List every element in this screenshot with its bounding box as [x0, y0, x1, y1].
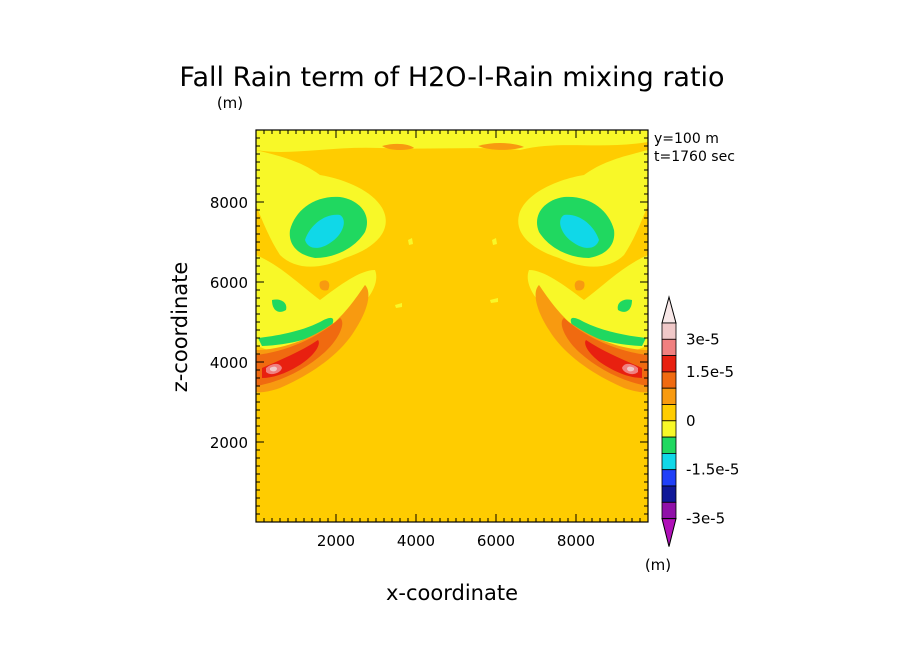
contour-left-upper-yellow-patch: [256, 160, 292, 200]
plot-frame: [255, 129, 649, 523]
y-tick-label: 6000: [210, 274, 248, 292]
contour-top-band: [256, 130, 648, 152]
colorbar-units: (m): [645, 556, 671, 574]
right-side-contours: [518, 150, 648, 393]
plot-area: [255, 129, 649, 523]
colorbar-bottom-arrow: [661, 518, 677, 547]
colorbar-labels: 3e-5 1.5e-5 0 -1.5e-5 -3e-5: [686, 330, 739, 527]
contour-left-orange-speck: [319, 280, 330, 291]
y-tick-label: 2000: [210, 434, 248, 452]
colorbar-label: 1.5e-5: [686, 363, 734, 381]
x-axis-label: x-coordinate: [386, 581, 518, 605]
contour-right-cyan-core: [560, 214, 599, 248]
colorbar-swatch: [661, 404, 677, 422]
contour-center-yellow-speck-3: [395, 303, 402, 308]
x-tick-label: 2000: [317, 532, 355, 550]
colorbar-swatch: [661, 436, 677, 454]
colorbar-label: -3e-5: [686, 510, 725, 528]
colorbar-top-arrow: [661, 295, 677, 324]
y-tick-label: 4000: [210, 354, 248, 372]
contour-center-yellow-speck-4: [490, 298, 498, 303]
colorbar-swatch: [661, 469, 677, 487]
x-tick-labels: 2000 4000 6000 8000: [317, 532, 595, 550]
colorbar-label: -1.5e-5: [686, 461, 739, 479]
contour-right-green-patch: [617, 299, 632, 312]
x-tick-label: 4000: [397, 532, 435, 550]
y-axis-label: z-coordinate: [168, 262, 192, 393]
y-tick-label: 8000: [210, 194, 248, 212]
contour-center-yellow-speck-2: [492, 238, 497, 245]
contour-left-green-band: [258, 317, 334, 346]
contour-right-green-band: [570, 317, 646, 346]
colorbar-swatch: [661, 387, 677, 405]
colorbar: [661, 295, 677, 547]
colorbar-swatch: [661, 452, 677, 471]
colorbar-swatch: [661, 485, 677, 503]
colorbar-swatch: [661, 355, 677, 373]
colorbar-swatch: [661, 420, 677, 438]
contour-top-center-orange-2: [478, 143, 524, 150]
colorbar-swatch: [661, 322, 677, 340]
annotation-y: y=100 m: [654, 131, 719, 147]
axis-ticks: [256, 130, 648, 522]
contour-right-lightpink-max: [627, 366, 634, 372]
colorbar-swatch: [661, 338, 677, 356]
contour-left-green-patch: [272, 299, 287, 312]
chart-title: Fall Rain term of H2O-l-Rain mixing rati…: [179, 62, 724, 93]
contour-top-center-orange: [382, 143, 414, 151]
colorbar-swatch: [661, 371, 677, 389]
contour-right-mid-yellow: [527, 255, 648, 353]
contour-left-lightpink-max: [270, 366, 277, 372]
contour-center-yellow-speck-1: [408, 238, 413, 245]
x-tick-label: 6000: [477, 532, 515, 550]
colorbar-label: 0: [686, 412, 696, 430]
colorbar-swatch: [661, 501, 677, 519]
colorbar-label: 3e-5: [686, 330, 720, 348]
x-tick-label: 8000: [557, 532, 595, 550]
title-units: (m): [217, 94, 243, 112]
annotation-t: t=1760 sec: [654, 149, 735, 165]
contour-right-orange-speck: [574, 280, 585, 291]
contour-left-cyan-core: [305, 214, 344, 248]
y-tick-labels: 2000 4000 6000 8000: [210, 194, 248, 452]
contour-left-mid-yellow: [256, 255, 377, 353]
